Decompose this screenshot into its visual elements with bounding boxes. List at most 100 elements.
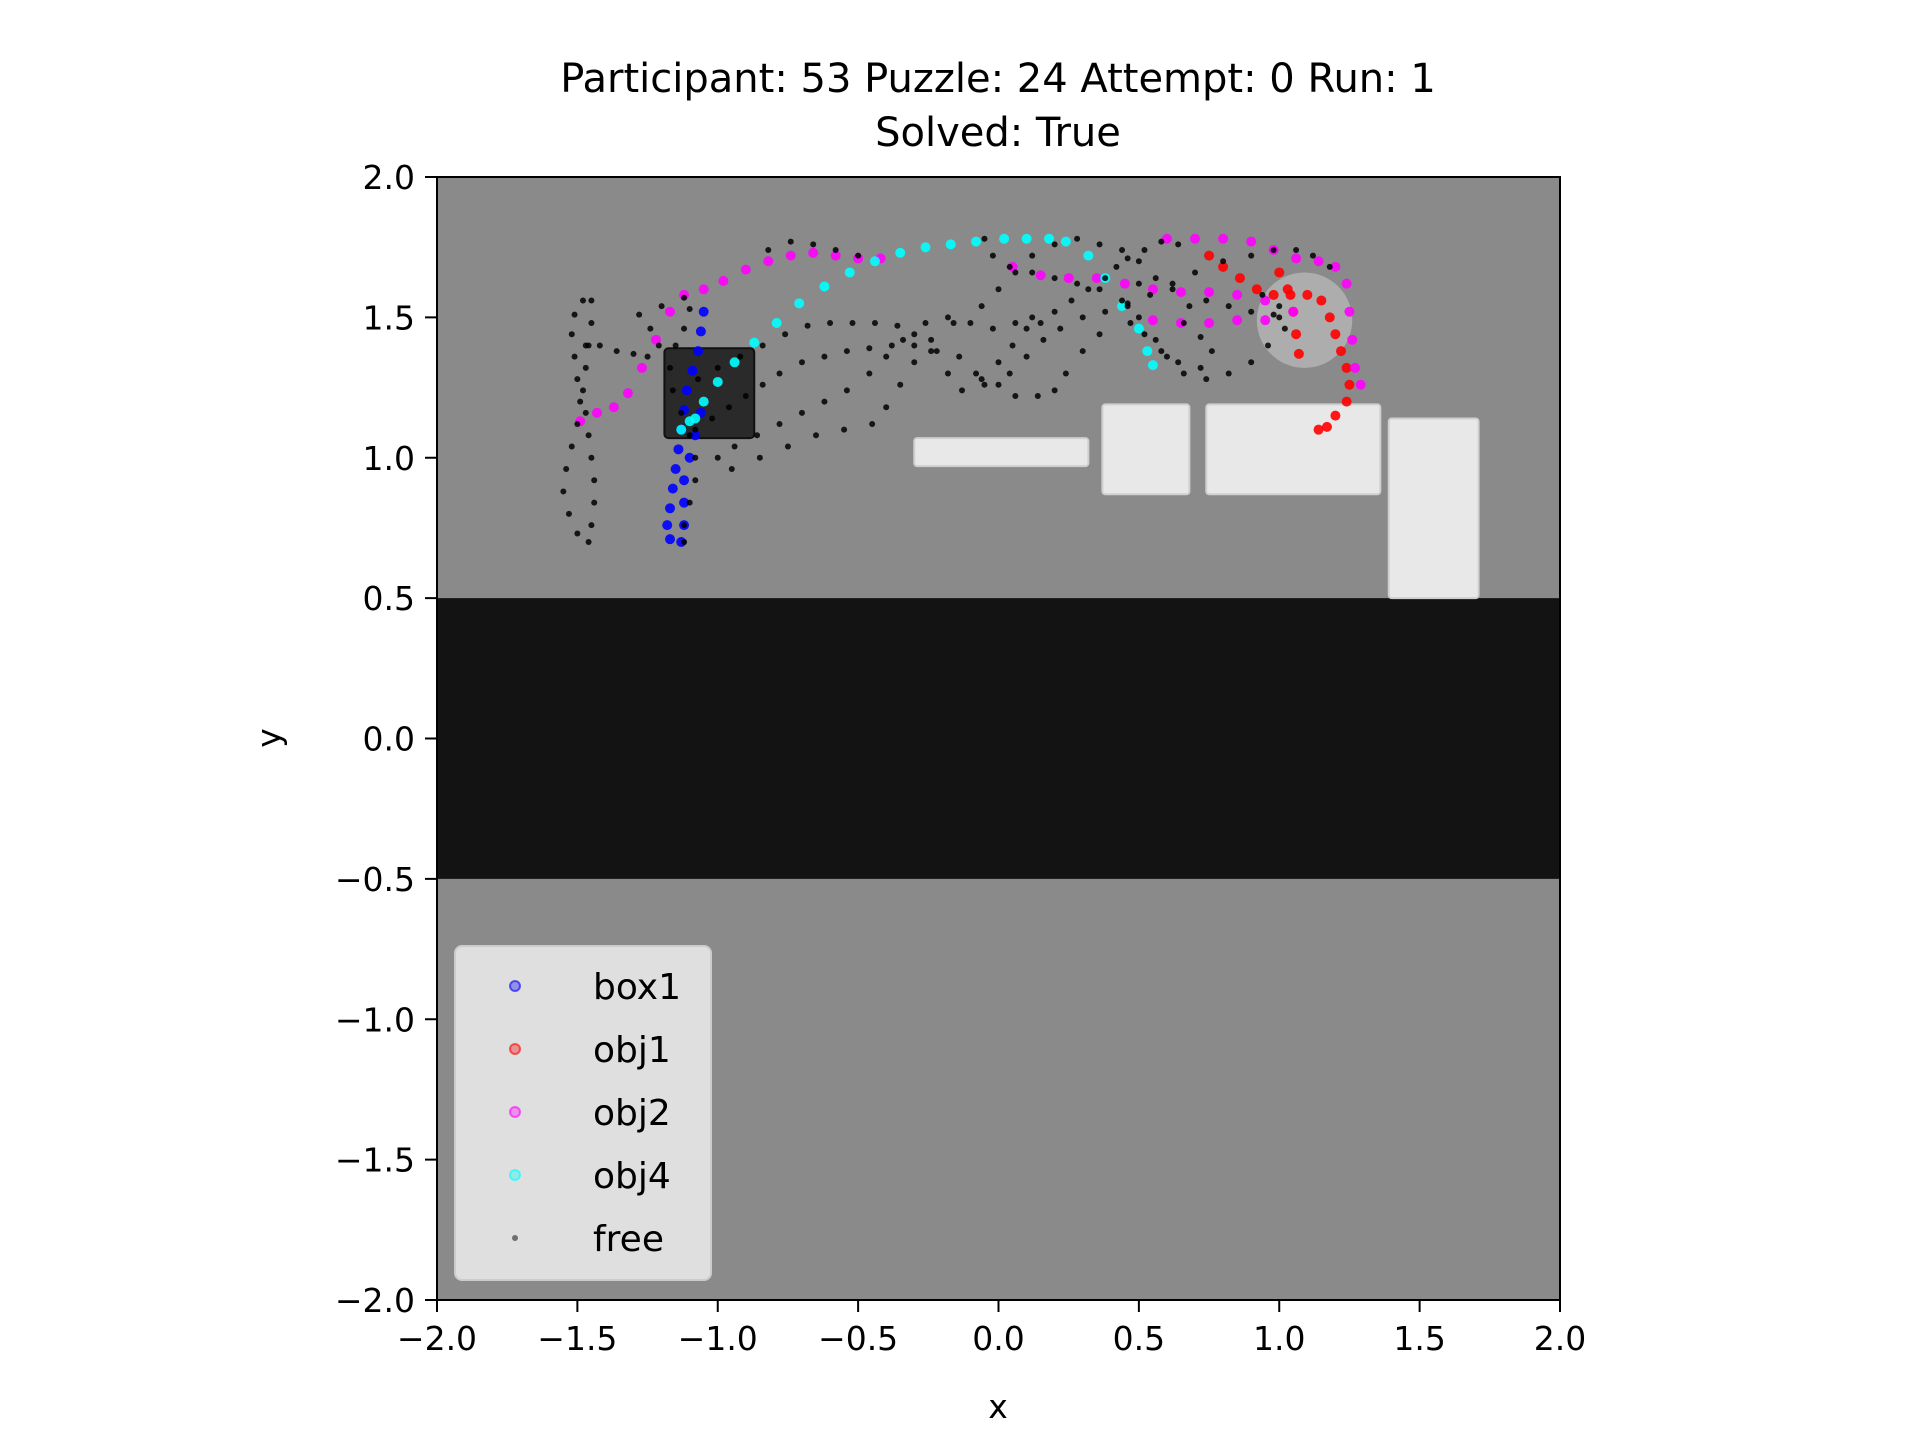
data-point-free [571, 353, 578, 360]
data-point-free [1163, 353, 1170, 360]
data-point-free [933, 348, 940, 355]
data-point-free [821, 398, 828, 405]
data-point-free [1079, 314, 1086, 321]
data-point-free [1169, 280, 1176, 287]
data-point-box1 [662, 520, 673, 531]
data-point-obj2 [785, 250, 796, 261]
data-point-free [742, 392, 749, 399]
data-point-free [978, 376, 985, 383]
data-point-free [1124, 303, 1131, 310]
data-point-free [1127, 319, 1134, 326]
data-point-obj4 [676, 424, 687, 435]
data-point-obj2 [1232, 315, 1243, 326]
data-point-free [692, 477, 699, 484]
x-tick-label: 1.5 [1393, 1319, 1445, 1358]
data-point-obj4 [684, 416, 695, 427]
data-point-free [630, 350, 637, 357]
data-point-free [813, 432, 820, 439]
data-point-free [655, 342, 662, 349]
data-point-free [565, 510, 572, 517]
data-point-obj4 [819, 281, 830, 292]
data-point-obj2 [808, 247, 819, 258]
data-point-box1 [690, 430, 701, 441]
data-point-obj2 [608, 402, 619, 413]
x-axis-ticks: −2.0 −1.5 −1.0 −0.5 0.0 0.5 1.0 1.5 2.0 [397, 1300, 1586, 1358]
data-point-free [1175, 241, 1182, 248]
data-point-obj1 [1316, 295, 1327, 306]
legend-label: box1 [593, 967, 681, 1008]
data-point-free [1124, 255, 1131, 262]
data-point-free [1009, 342, 1016, 349]
data-point-obj1 [1274, 267, 1285, 278]
data-point-free [574, 530, 581, 537]
data-point-free [1051, 308, 1058, 315]
data-point-obj1 [1336, 346, 1347, 357]
data-point-obj1 [1293, 348, 1304, 359]
data-point-free [1023, 325, 1030, 332]
data-point-obj1 [1302, 289, 1313, 300]
data-point-obj4 [794, 298, 805, 309]
data-point-free [1040, 336, 1047, 343]
data-point-free [798, 409, 805, 416]
data-point-obj1 [1321, 421, 1332, 432]
series-box1 [662, 306, 709, 547]
data-point-free [1152, 336, 1159, 343]
data-point-free [588, 297, 595, 304]
legend-marker [509, 980, 521, 992]
data-point-obj4 [971, 236, 982, 247]
y-axis-ticks: 2.0 1.5 1.0 0.5 0.0 −0.5 −1.0 −1.5 −2.0 [335, 158, 437, 1320]
data-point-obj1 [1251, 284, 1262, 295]
legend-item-box1: box1 [509, 967, 681, 1008]
data-point-free [1037, 319, 1044, 326]
data-point-free [1119, 246, 1126, 253]
data-point-free [714, 454, 721, 461]
y-tick-label: −0.5 [335, 860, 415, 899]
data-point-free [731, 443, 738, 450]
data-point-free [669, 387, 676, 394]
data-point-free [1074, 235, 1081, 242]
y-tick-label: −2.0 [335, 1281, 415, 1320]
legend: box1 obj1 obj2 obj4 free [454, 945, 712, 1281]
data-point-free [1197, 334, 1204, 341]
data-point-box1 [665, 534, 676, 545]
data-point-obj1 [1204, 250, 1215, 261]
data-point-obj2 [636, 362, 647, 373]
data-point-obj1 [1218, 261, 1229, 272]
data-point-free [582, 342, 589, 349]
data-point-box1 [667, 483, 678, 494]
data-point-free [1192, 269, 1199, 276]
data-point-free [1062, 370, 1069, 377]
legend-item-free: free [512, 1219, 664, 1260]
wall-band [437, 598, 1560, 879]
data-point-free [883, 353, 890, 360]
data-point-free [582, 364, 589, 371]
data-point-free [978, 303, 985, 310]
data-point-free [1203, 376, 1210, 383]
data-point-free [1102, 275, 1109, 282]
y-tick-label: 1.0 [363, 439, 415, 478]
data-point-obj2 [1232, 289, 1243, 300]
data-point-obj4 [844, 267, 855, 278]
data-point-free [647, 325, 654, 332]
data-point-box1 [670, 463, 681, 474]
data-point-free [995, 286, 1002, 293]
data-point-free [888, 342, 895, 349]
data-point-obj2 [1347, 334, 1358, 345]
legend-marker [512, 1235, 518, 1241]
data-point-free [944, 314, 951, 321]
data-point-obj2 [622, 388, 633, 399]
data-point-free [1180, 319, 1187, 326]
data-point-obj4 [1117, 301, 1128, 312]
data-point-obj2 [1190, 233, 1201, 244]
data-point-free [695, 376, 702, 383]
data-point-obj4 [895, 247, 906, 258]
data-point-free [1012, 319, 1019, 326]
data-point-obj2 [1246, 236, 1257, 247]
data-point-free [911, 331, 918, 338]
data-point-free [1012, 269, 1019, 276]
data-point-free [798, 359, 805, 366]
data-point-free [973, 370, 980, 377]
data-point-free [871, 319, 878, 326]
data-point-free [1034, 392, 1041, 399]
